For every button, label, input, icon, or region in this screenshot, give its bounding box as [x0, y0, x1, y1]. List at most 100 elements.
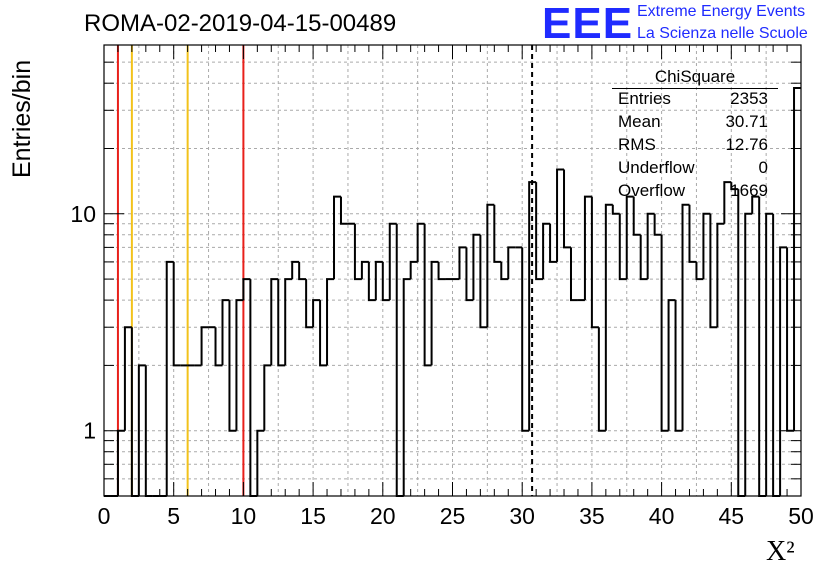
histogram-bin: [625, 195, 634, 280]
x-tick-label: 35: [579, 503, 605, 529]
histogram-bin: [200, 326, 209, 366]
histogram-bin: [569, 247, 578, 302]
histogram-bin: [660, 234, 669, 432]
histogram-bin: [123, 326, 132, 431]
histogram-bin: [618, 213, 627, 281]
axis-layer: 0 5 10 15 20 25 30 35 40 45 50 1 10: [70, 44, 814, 529]
stats-value: 30.71: [725, 112, 768, 131]
histogram-bin: [430, 260, 439, 366]
histogram-bin: [130, 327, 139, 497]
histogram-bin: [472, 233, 481, 301]
histogram-bin: [479, 234, 488, 329]
histogram-bin: [528, 181, 537, 431]
stats-key: RMS: [618, 135, 656, 154]
histogram-bin: [507, 246, 516, 280]
x-tick-label: 50: [788, 503, 814, 529]
histogram-layer: [104, 87, 801, 497]
y-axis-label: Entries/bin: [8, 59, 36, 178]
histogram-bin: [235, 299, 244, 431]
stats-value: 12.76: [725, 135, 768, 154]
stats-title: ChiSquare: [612, 67, 778, 89]
histogram-bin: [556, 168, 565, 262]
histogram-bin: [416, 222, 425, 262]
histogram-bin: [597, 327, 606, 432]
x-tick-label: 20: [370, 503, 396, 529]
histogram-bin: [284, 278, 293, 366]
stats-row-mean: Mean 30.71: [612, 112, 778, 135]
histogram-bin: [493, 204, 502, 263]
histogram-bin: [549, 223, 558, 263]
histogram-bin: [263, 364, 272, 431]
histogram-bin: [583, 195, 592, 301]
histogram-bin: [277, 279, 286, 367]
x-tick-label: 40: [649, 503, 675, 529]
histogram-bin: [395, 223, 404, 497]
x-axis-label: X²: [766, 536, 795, 567]
histogram-bin: [667, 299, 676, 431]
histogram-bin: [695, 261, 704, 281]
histogram-bin: [758, 196, 767, 497]
x-tick-label: 15: [300, 503, 326, 529]
stats-box: ChiSquare Entries 2353 Mean 30.71 RMS 12…: [612, 67, 778, 204]
histogram-bin: [765, 212, 774, 496]
histogram-bin: [228, 300, 237, 432]
histogram-bin: [639, 234, 648, 281]
histogram-bin: [381, 261, 390, 302]
stats-key: Entries: [618, 89, 671, 108]
histogram-bin: [367, 261, 376, 302]
histogram-bin: [326, 278, 335, 366]
histogram-bin: [542, 222, 551, 280]
grid-layer: [104, 45, 801, 496]
histogram-bin: [137, 364, 146, 496]
histogram-bin: [590, 196, 599, 329]
histogram-bin: [535, 182, 544, 281]
x-tick-label: 10: [231, 503, 257, 529]
histogram-bin: [723, 181, 732, 224]
histogram-bin: [646, 212, 655, 280]
stats-key: Overflow: [618, 181, 686, 200]
histogram-bin: [298, 261, 307, 281]
histogram-bin: [319, 300, 328, 367]
histogram-bin: [437, 261, 446, 281]
histogram-bin: [786, 247, 795, 432]
histogram-bin: [360, 260, 369, 280]
histogram-bin: [172, 261, 181, 367]
x-tick-label: 45: [719, 503, 745, 529]
x-tick-label: 25: [440, 503, 466, 529]
histogram-bin: [751, 195, 760, 214]
histogram-bin: [333, 195, 341, 280]
histogram-bin: [563, 169, 571, 249]
histogram-bin: [611, 204, 620, 215]
histogram-bin: [291, 260, 300, 280]
histogram-bin: [270, 278, 279, 366]
histogram-bin: [779, 246, 788, 496]
histogram-bin: [730, 182, 739, 191]
run-title: ROMA-02-2019-04-15-00489: [84, 10, 397, 37]
histogram-bin: [256, 429, 265, 496]
histogram-bin: [388, 222, 397, 301]
histogram-bin: [242, 278, 251, 301]
histogram-bin: [500, 261, 509, 281]
histogram-bin: [465, 247, 474, 302]
histogram-bin: [604, 203, 613, 431]
stats-key: Underflow: [618, 158, 695, 177]
histogram-bin: [681, 203, 690, 431]
stats-value: 1669: [730, 181, 768, 200]
histogram-bin: [716, 222, 725, 328]
x-tick-label: 5: [167, 503, 180, 529]
histogram-bin: [221, 299, 230, 366]
histogram-bin: [688, 204, 697, 263]
histogram-bin: [339, 196, 348, 225]
logo-line-1: Extreme Energy Events: [637, 3, 806, 20]
histogram-bin: [402, 278, 411, 496]
histogram-bin: [521, 247, 530, 432]
stats-row-overflow: Overflow 1669: [612, 181, 778, 204]
histogram-bin: [423, 223, 432, 367]
histogram-bin: [653, 213, 662, 236]
histogram-bin: [458, 246, 467, 280]
histogram-bin: [312, 299, 321, 328]
y-tick-label: 10: [70, 201, 96, 227]
histogram-bin: [353, 223, 362, 281]
histogram-bin: [709, 213, 718, 329]
